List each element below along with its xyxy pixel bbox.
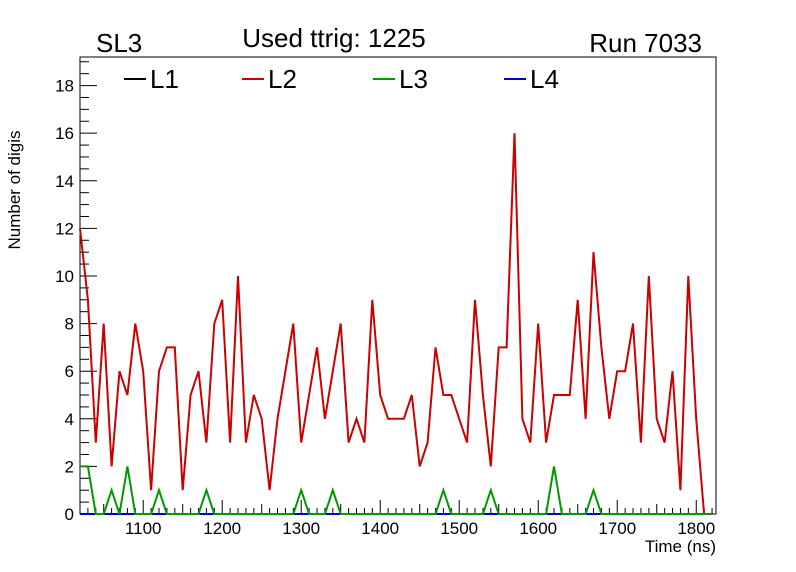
y-tick-label: 10: [55, 267, 74, 286]
y-tick-label: 18: [55, 77, 74, 96]
x-tick-label: 1400: [361, 519, 399, 538]
y-tick-label: 12: [55, 219, 74, 238]
x-tick-label: 1600: [519, 519, 557, 538]
x-tick-label: 1700: [598, 519, 636, 538]
legend-label-l2: L2: [268, 64, 297, 94]
series-line-l2: [79, 133, 712, 515]
y-tick-label: 16: [55, 124, 74, 143]
x-tick-label: 1300: [282, 519, 320, 538]
x-tick-label: 1800: [677, 519, 715, 538]
y-tick-label: 4: [65, 410, 74, 429]
y-tick-label: 6: [65, 362, 74, 381]
y-axis-title: Number of digis: [5, 130, 24, 249]
x-tick-label: 1200: [203, 519, 241, 538]
y-tick-label: 2: [65, 457, 74, 476]
x-tick-label: 1500: [440, 519, 478, 538]
series-layer: [79, 133, 712, 515]
y-tick-label: 8: [65, 315, 74, 334]
y-tick-label: 14: [55, 172, 74, 191]
legend-label-l1: L1: [150, 64, 179, 94]
run-label: Run 7033: [589, 28, 702, 58]
series-line-l3: [80, 465, 712, 515]
legend: L1 L2 L3 L4: [124, 64, 559, 94]
axis-ticks: 1100 1200 1300 1400 1500 1600 1700 1800 0 2 4 6 8 10 1…: [55, 61, 715, 538]
legend-label-l4: L4: [530, 64, 559, 94]
ttrig-label: Used ttrig: 1225: [242, 23, 426, 53]
y-tick-label: 0: [65, 505, 74, 524]
superlayer-label: SL3: [96, 28, 142, 58]
x-tick-label: 1100: [125, 519, 162, 538]
x-axis-title: Time (ns): [645, 537, 716, 556]
legend-label-l3: L3: [399, 64, 428, 94]
